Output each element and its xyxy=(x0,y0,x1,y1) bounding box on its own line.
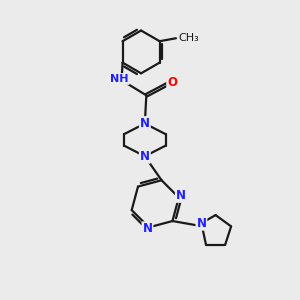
Text: CH₃: CH₃ xyxy=(178,33,199,43)
Text: N: N xyxy=(176,189,186,202)
Text: O: O xyxy=(167,76,177,89)
Text: N: N xyxy=(142,222,152,235)
Text: N: N xyxy=(196,217,206,230)
Text: NH: NH xyxy=(110,74,129,84)
Text: N: N xyxy=(140,117,150,130)
Text: N: N xyxy=(140,150,150,163)
